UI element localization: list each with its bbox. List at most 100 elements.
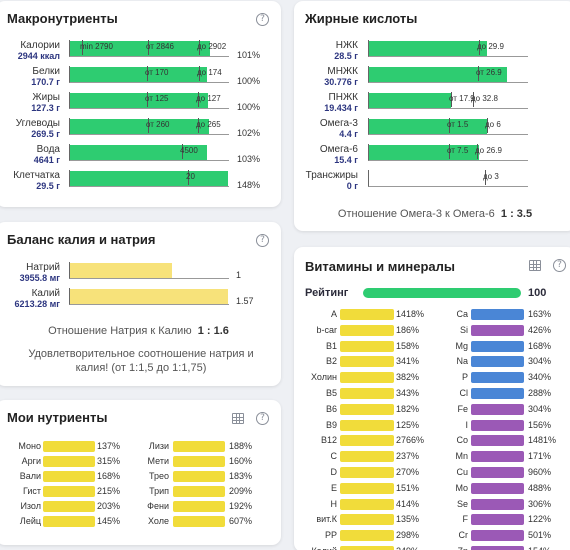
nutrient-name: Трип <box>149 486 169 496</box>
mineral-percent: 171% <box>528 451 552 462</box>
vitamin-name: B9 <box>325 419 337 430</box>
mineral-percent: 488% <box>528 482 552 493</box>
nutrient-name: Жиры <box>32 92 60 103</box>
mineral-row: Fe 304% <box>294 403 570 416</box>
macro-row-label: Вода 4641 г <box>0 144 60 168</box>
mineral-percent: 156% <box>528 419 552 430</box>
balance-name: Натрий <box>26 262 60 273</box>
nutrient-name: Лизи <box>148 441 169 451</box>
fatty-acids-card: Жирные кислоты НЖК 28.5 г до 29.9 МНЖК 30.77… <box>294 1 570 231</box>
mineral-name: Ca <box>456 309 468 319</box>
mineral-row: Co 1481% <box>294 434 570 447</box>
mineral-percent: 306% <box>528 498 552 509</box>
mineral-percent: 288% <box>528 388 552 398</box>
range-tick: 4500 <box>180 144 198 159</box>
range-tick: до 32.8 <box>471 92 498 107</box>
fat-name: НЖК <box>335 40 358 51</box>
macro-bar <box>70 93 208 108</box>
vitamin-name: B5 <box>325 388 337 398</box>
potassium-sodium-card: Баланс калия и натрия ? Натрий 3955.8 мг 1… <box>0 222 281 386</box>
nutrient-label: Белки 170.7 г <box>31 66 60 88</box>
help-icon[interactable]: ? <box>553 259 566 272</box>
range-tick: до 127 <box>196 92 221 107</box>
fat-label: НЖК 28.5 г <box>334 40 358 62</box>
nutrient-row: Мети 160% <box>0 455 281 468</box>
vitamin-row: B5 343% <box>294 387 570 400</box>
balance-number: 1.57 <box>236 296 254 306</box>
range-tick: до 6 <box>485 118 501 133</box>
mineral-bar <box>471 419 524 431</box>
nutrient-percent: 215% <box>97 486 121 496</box>
mineral-row: Mg 168% <box>294 340 570 353</box>
vitamin-row: E 151% <box>294 482 570 495</box>
mineral-percent: 501% <box>528 530 552 541</box>
table-icon[interactable] <box>529 260 541 271</box>
vitamin-bar <box>340 451 394 463</box>
vitamin-row: Калий 249% <box>294 545 570 550</box>
help-icon[interactable]: ? <box>256 412 269 425</box>
vitamin-percent: 182% <box>396 403 420 414</box>
fatty-acids-title: Жирные кислоты <box>305 11 418 26</box>
mineral-row: Zn 154% <box>294 545 570 550</box>
vitamin-bar <box>340 388 394 399</box>
nutrient-value: 269.5 г <box>31 129 60 139</box>
balance-bar-track <box>69 262 229 279</box>
vitamin-name: b-car <box>316 324 337 335</box>
nutrient-name: Мети <box>147 456 169 466</box>
vitamin-percent: 158% <box>396 340 420 351</box>
balance-bar <box>70 263 172 278</box>
mineral-bar <box>471 530 524 542</box>
mineral-percent: 960% <box>528 467 552 477</box>
nutrient-name: Гист <box>22 486 41 496</box>
balance-number: 1 <box>236 270 242 280</box>
vitamin-name: Калий <box>294 545 337 550</box>
help-icon[interactable]: ? <box>256 13 269 26</box>
nutrient-bar <box>173 516 225 527</box>
fat-row-label: НЖК 28.5 г <box>294 40 358 64</box>
nutrient-percent: 315% <box>97 456 121 466</box>
mineral-row: P 340% <box>294 371 570 384</box>
nutrient-percent: 160% <box>229 456 253 466</box>
mineral-name: Mo <box>455 482 468 493</box>
vitamin-name: C <box>330 451 338 462</box>
macro-row-label: Клетчатка 29.5 г <box>0 170 60 194</box>
mineral-percent: 426% <box>528 324 552 335</box>
nutrient-percent: 192% <box>229 501 253 511</box>
vitamin-row: A 1418% <box>294 308 570 321</box>
range-tick: до 174 <box>197 66 222 81</box>
mineral-row: Cr 501% <box>294 529 570 542</box>
rating-label: Рейтинг <box>305 287 349 299</box>
mineral-bar <box>471 340 524 352</box>
vitamin-row: B2 341% <box>294 355 570 368</box>
vitamin-row: B1 158% <box>294 340 570 353</box>
table-icon[interactable] <box>232 413 244 424</box>
vitamin-row: b-car 186% <box>294 324 570 337</box>
mineral-bar <box>471 309 524 320</box>
vitamin-row: B6 182% <box>294 403 570 416</box>
macro-percent: 100% <box>237 102 261 112</box>
macro-bar <box>70 171 228 186</box>
mineral-bar <box>471 403 524 415</box>
nutrient-bar <box>43 441 95 452</box>
mineral-percent: 1481% <box>528 435 557 446</box>
nutrient-row: Вали 168% <box>0 470 281 483</box>
fat-bar <box>369 119 487 134</box>
mineral-row: Si 426% <box>294 324 570 337</box>
mineral-row: Se 306% <box>294 498 570 511</box>
range-tick: от 1.5 <box>447 118 469 133</box>
vitamin-percent: 414% <box>396 498 420 509</box>
fat-row-label: Омега-6 15.4 г <box>294 144 358 168</box>
range-tick: до 3 <box>483 170 499 185</box>
my-nutrients-title: Мои нутриенты <box>7 410 108 425</box>
fat-bar-track: до 3 <box>368 170 528 187</box>
balance-bar-track <box>69 288 229 305</box>
sodium-potassium-ratio: Отношение Натрия к Калию 1 : 1.6 <box>48 325 229 337</box>
mineral-percent: 154% <box>528 545 551 550</box>
nutrient-percent: 203% <box>97 501 121 511</box>
balance-value: 6213.28 мг <box>14 299 60 309</box>
balance-bar <box>70 289 228 304</box>
range-tick: min 2790 <box>80 40 113 55</box>
nutrient-name: Калории <box>20 40 60 51</box>
help-icon[interactable]: ? <box>256 234 269 247</box>
mineral-name: Mg <box>455 340 468 351</box>
